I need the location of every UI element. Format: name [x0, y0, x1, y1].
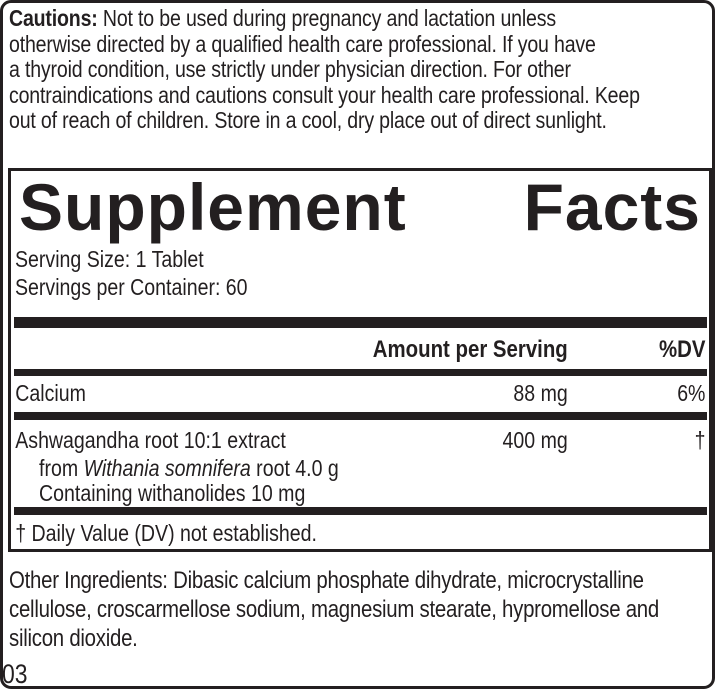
- serving-size-line: Serving Size: 1 Tablet: [15, 246, 204, 272]
- other-ingredients-line: silicon dioxide.: [9, 625, 138, 652]
- dv-footnote: † Daily Value (DV) not established.: [15, 520, 317, 546]
- dv-header: %DV: [658, 336, 706, 363]
- cautions-line: Cautions: Not to be used during pregnanc…: [9, 5, 640, 32]
- supplement-facts-title: Supplement Facts: [11, 170, 709, 244]
- medium-divider: [14, 507, 707, 515]
- cautions-line: contraindications and cautions consult y…: [9, 81, 640, 108]
- other-ingredients-text: Other Ingredients: Dibasic calcium phosp…: [9, 566, 720, 653]
- cautions-line-text: Not to be used during pregnancy and lact…: [97, 5, 556, 31]
- subline-pre: from: [39, 455, 84, 481]
- cautions-line: out of reach of children. Store in a coo…: [9, 107, 607, 133]
- cautions-line: a thyroid condition, use strictly under …: [9, 56, 571, 82]
- ingredient-subline-withanolides: Containing withanolides 10 mg: [39, 480, 306, 506]
- ingredient-subline-source: from Withania somnifera root 4.0 g: [11, 456, 339, 480]
- other-ingredients-line: cellulose, croscarmellose sodium, magnes…: [9, 596, 659, 623]
- thick-divider: [14, 317, 707, 328]
- nutrient-row-calcium: Calcium 88 mg 6%: [11, 381, 709, 405]
- title-word-facts: Facts: [523, 170, 701, 244]
- nutrient-dv: 6%: [677, 380, 706, 406]
- cautions-label: Cautions:: [9, 5, 98, 31]
- nutrient-amount: 88 mg: [513, 380, 568, 406]
- other-ingredients-line: Other Ingredients: Dibasic calcium phosp…: [9, 567, 644, 594]
- nutrient-dv-dagger: †: [694, 427, 706, 453]
- cautions-line: otherwise directed by a qualified health…: [9, 30, 596, 57]
- title-word-supplement: Supplement: [19, 170, 407, 244]
- nutrient-row-ashwagandha: Ashwagandha root 10:1 extract 400 mg †: [11, 428, 709, 452]
- amount-per-serving-header: Amount per Serving: [372, 336, 568, 363]
- cautions-text: Cautions: Not to be used during pregnanc…: [9, 5, 720, 134]
- nutrient-name: Calcium: [15, 380, 86, 406]
- medium-divider: [14, 369, 707, 376]
- medium-divider: [14, 412, 707, 420]
- subline-post: root 4.0 g: [250, 455, 339, 481]
- botanical-name: Withania somnifera: [83, 455, 251, 481]
- supplement-facts-panel: Supplement Facts Serving Size: 1 Tablet …: [8, 168, 712, 552]
- servings-per-container-line: Servings per Container: 60: [15, 274, 248, 300]
- nutrient-name: Ashwagandha root 10:1 extract: [15, 427, 286, 453]
- lot-code: 03: [2, 659, 28, 689]
- nutrient-amount: 400 mg: [502, 427, 568, 453]
